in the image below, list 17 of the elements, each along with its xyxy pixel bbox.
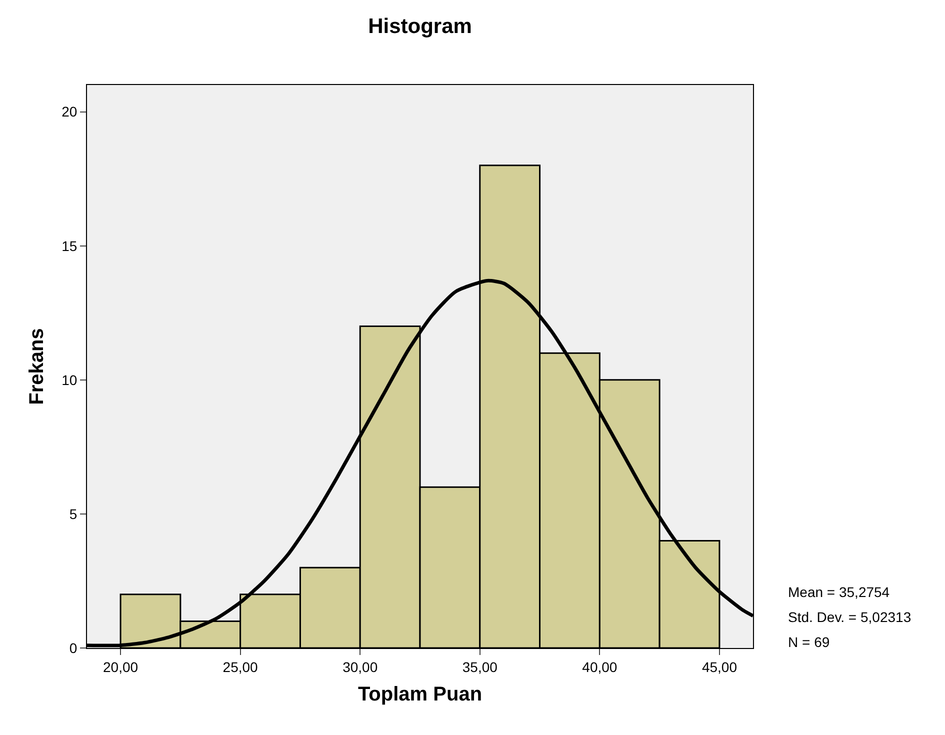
chart-title: Histogram bbox=[368, 15, 472, 38]
x-tick-label: 35,00 bbox=[462, 658, 498, 675]
x-tick-label: 25,00 bbox=[222, 658, 258, 675]
x-tick-label: 20,00 bbox=[103, 658, 138, 675]
y-tick-label: 20 bbox=[62, 104, 78, 120]
y-tick-label: 10 bbox=[62, 372, 78, 388]
y-axis-title: Frekans bbox=[26, 328, 48, 405]
text: N = 69 bbox=[788, 634, 830, 650]
x-tick-label: 40,00 bbox=[582, 658, 618, 675]
x-axis-title: Toplam Puan bbox=[358, 683, 482, 706]
y-tick-label: 15 bbox=[62, 238, 78, 254]
x-tick-label: 45,00 bbox=[702, 658, 738, 675]
x-tick-label: 30,00 bbox=[342, 658, 378, 675]
y-tick-label: 0 bbox=[69, 640, 78, 656]
text: Mean = 35,2754 bbox=[788, 584, 890, 600]
text: Std. Dev. = 5,02313 bbox=[788, 609, 912, 625]
y-tick-label: 5 bbox=[69, 506, 78, 522]
